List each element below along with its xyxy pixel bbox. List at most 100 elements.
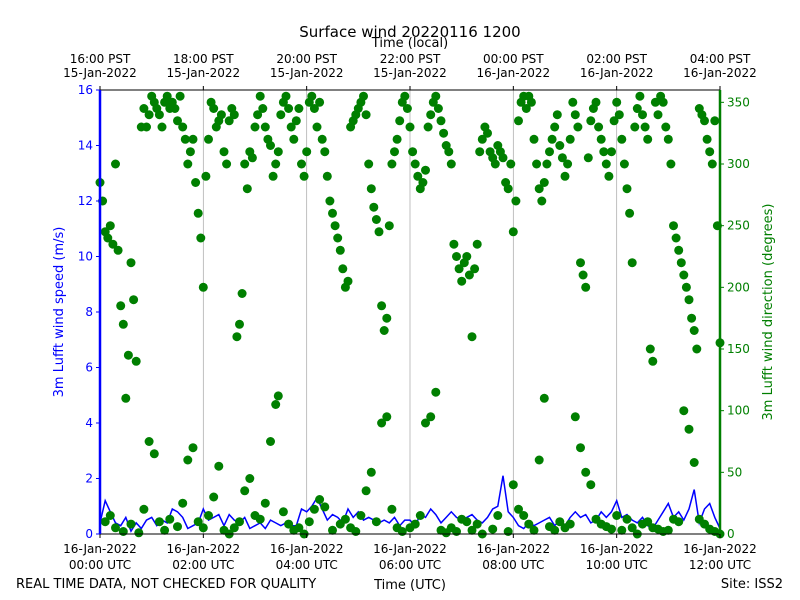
direction-point: [382, 313, 392, 323]
direction-point: [676, 258, 686, 268]
direction-point: [674, 517, 684, 527]
direction-point: [632, 104, 642, 113]
top-tick-date: 15-Jan-2022: [373, 66, 447, 80]
direction-point: [650, 97, 660, 107]
direction-point: [643, 517, 653, 527]
direction-point: [328, 525, 337, 535]
bottom-tick-time: 12:00 UTC: [689, 558, 751, 572]
direction-point: [356, 511, 366, 520]
right-tick-label: 300: [727, 157, 750, 171]
direction-point: [193, 517, 203, 527]
direction-point: [506, 159, 516, 169]
site-label: Site: ISS2: [721, 577, 783, 592]
direction-point: [560, 171, 570, 181]
direction-point: [162, 91, 172, 101]
direction-point: [710, 116, 720, 126]
top-tick-date: 16-Jan-2022: [580, 66, 654, 80]
direction-point: [359, 91, 368, 101]
direction-point: [178, 122, 188, 132]
direction-point: [679, 406, 689, 416]
direction-point: [594, 122, 604, 132]
top-tick-date: 15-Jan-2022: [270, 66, 344, 80]
direction-point: [550, 122, 560, 132]
direction-point: [173, 116, 182, 126]
direction-point: [240, 159, 250, 169]
left-tick-label: 16: [78, 83, 93, 97]
direction-point: [320, 502, 330, 512]
left-axis-label: 3m Lufft wind speed (m/s): [52, 227, 67, 398]
direction-point: [361, 486, 371, 496]
direction-point: [679, 270, 689, 280]
direction-point: [255, 514, 265, 524]
top-tick-date: 16-Jan-2022: [683, 66, 757, 80]
direction-point: [640, 122, 650, 132]
direction-point: [663, 525, 673, 535]
direction-point: [266, 141, 275, 150]
direction-point: [278, 507, 288, 517]
direction-point: [700, 116, 709, 126]
bottom-tick-time: 06:00 UTC: [379, 558, 441, 572]
direction-point: [464, 270, 474, 280]
direction-point: [198, 282, 208, 292]
direction-point: [674, 245, 684, 255]
direction-point: [503, 184, 513, 194]
direction-point: [596, 134, 606, 144]
direction-point: [201, 171, 211, 181]
direction-point: [242, 184, 252, 194]
top-axis-label: Time (local): [371, 36, 448, 51]
top-tick-time: 00:00 PST: [483, 52, 544, 66]
direction-point: [565, 134, 575, 144]
direction-point: [684, 424, 694, 434]
direction-point: [568, 97, 578, 107]
direction-point: [570, 412, 580, 422]
direction-point: [622, 184, 632, 194]
direction-point: [681, 282, 691, 292]
direction-point: [193, 208, 203, 218]
direction-point: [472, 239, 482, 249]
direction-point: [431, 91, 441, 101]
direction-point: [185, 147, 195, 157]
bottom-tick-date: 16-Jan-2022: [477, 542, 551, 556]
direction-point: [154, 517, 164, 527]
direction-point: [366, 467, 376, 477]
top-tick-date: 15-Jan-2022: [167, 66, 241, 80]
direction-point: [648, 356, 658, 366]
direction-point: [591, 97, 601, 107]
direction-point: [286, 122, 296, 132]
direction-point: [374, 227, 384, 237]
direction-point: [653, 110, 663, 120]
direction-point: [142, 122, 151, 132]
bottom-tick-time: 02:00 UTC: [172, 558, 234, 572]
direction-point: [139, 504, 149, 514]
direction-point: [457, 276, 467, 286]
direction-point: [452, 252, 461, 261]
direction-point: [490, 159, 500, 169]
direction-point: [415, 511, 425, 520]
direction-point: [397, 527, 407, 536]
direction-point: [291, 116, 301, 126]
quality-note: REAL TIME DATA, NOT CHECKED FOR QUALITY: [16, 577, 316, 592]
direction-point: [645, 344, 655, 354]
direction-point: [578, 270, 588, 280]
direction-point: [268, 171, 278, 181]
direction-point: [449, 239, 459, 249]
left-tick-label: 12: [78, 194, 93, 208]
right-tick-label: 100: [727, 404, 750, 418]
direction-point: [470, 264, 480, 274]
direction-point: [439, 128, 449, 138]
direction-point: [139, 104, 149, 113]
direction-point: [129, 295, 139, 305]
direction-point: [462, 517, 472, 527]
direction-point: [131, 356, 141, 366]
left-tick-label: 0: [85, 527, 93, 541]
speed-line: [99, 475, 721, 533]
direction-point: [452, 527, 461, 536]
top-tick-time: 16:00 PST: [70, 52, 131, 66]
direction-point: [446, 159, 456, 169]
direction-point: [361, 110, 371, 120]
left-tick-label: 6: [85, 361, 93, 375]
speed-series: [99, 475, 721, 533]
direction-point: [273, 147, 283, 157]
direction-point: [144, 110, 154, 120]
